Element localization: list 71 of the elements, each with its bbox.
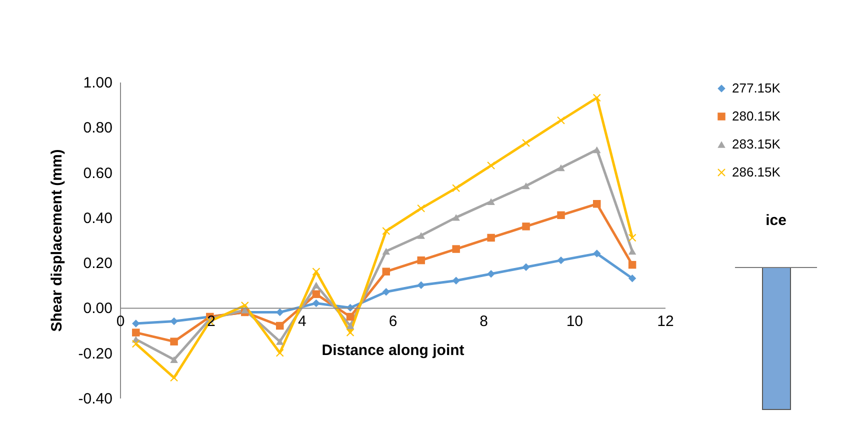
point xyxy=(132,340,140,348)
point xyxy=(557,256,565,264)
point xyxy=(170,374,178,382)
y-tick-label: 0.40 xyxy=(83,210,112,227)
point xyxy=(417,281,425,290)
point xyxy=(593,200,601,208)
point xyxy=(557,164,565,172)
point xyxy=(452,214,460,221)
point xyxy=(132,328,140,336)
legend-label: 283.15K xyxy=(732,136,781,152)
point xyxy=(312,268,320,276)
y-axis-title: Shear displacement (mm) xyxy=(48,149,66,332)
legend-label: 277.15K xyxy=(732,80,781,96)
point xyxy=(452,184,460,192)
y-tick-label: -0.20 xyxy=(78,345,112,362)
x-tick-label: 12 xyxy=(657,313,674,330)
point xyxy=(312,282,320,288)
point xyxy=(382,288,390,296)
point xyxy=(276,348,284,357)
point xyxy=(487,198,495,205)
x-tick-label: 8 xyxy=(480,313,488,330)
point xyxy=(593,250,601,258)
point xyxy=(487,270,495,278)
point xyxy=(557,116,565,124)
x-tick-label: 4 xyxy=(298,313,306,330)
point xyxy=(487,234,495,242)
point xyxy=(132,320,140,328)
point xyxy=(417,204,425,212)
y-tick-label: 0.80 xyxy=(83,120,112,137)
point xyxy=(312,290,320,298)
point xyxy=(417,232,425,239)
y-tick-label: 1.00 xyxy=(83,74,112,92)
point xyxy=(241,306,249,314)
x-axis-title: Distance along joint xyxy=(322,342,464,360)
point xyxy=(170,356,178,363)
y-tick-label: 0.60 xyxy=(83,164,112,182)
point xyxy=(522,263,530,271)
point xyxy=(346,328,354,336)
point xyxy=(346,322,354,330)
point xyxy=(522,139,530,147)
text: ice xyxy=(764,212,788,229)
x-tick-label: 0 xyxy=(116,313,125,330)
x-tick-label: 10 xyxy=(566,313,584,330)
point xyxy=(417,256,425,264)
point xyxy=(522,222,530,230)
point xyxy=(170,317,178,326)
point xyxy=(452,245,460,253)
point xyxy=(346,312,354,321)
point xyxy=(628,274,636,282)
point xyxy=(452,276,460,284)
point xyxy=(170,338,178,346)
point xyxy=(628,248,636,255)
point xyxy=(276,322,284,330)
point xyxy=(593,146,601,154)
point xyxy=(628,260,636,269)
point xyxy=(276,338,284,345)
point xyxy=(382,248,390,255)
point xyxy=(487,162,495,170)
x-tick-label: 6 xyxy=(388,313,398,330)
legend-label: 280.15K xyxy=(732,108,781,124)
point xyxy=(382,268,390,276)
y-tick-label: 0.20 xyxy=(83,255,112,272)
y-tick-label: 0.00 xyxy=(83,300,112,318)
y-tick-label: -0.40 xyxy=(78,390,112,408)
point xyxy=(557,211,565,220)
point xyxy=(382,227,390,235)
point xyxy=(628,234,636,242)
legend-label: 286.15K xyxy=(732,164,781,180)
point xyxy=(593,94,601,102)
point xyxy=(312,299,320,308)
point xyxy=(522,182,530,190)
